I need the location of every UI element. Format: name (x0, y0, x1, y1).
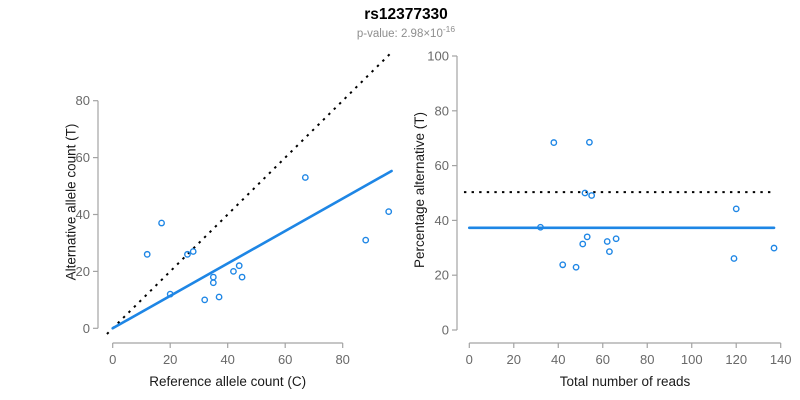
lines-layer (106, 53, 393, 335)
data-point (209, 273, 217, 281)
left-y-axis-title: Alternative allele count (T) (64, 124, 79, 281)
right-scatter-plot: 0 20 40 60 80 100 120 140 0 20 40 60 80 100 (427, 49, 791, 368)
data-point (581, 189, 589, 197)
y-tick-label: 20 (435, 268, 449, 283)
p-value-subtitle: p-value: 2.98×10-16 (357, 24, 456, 40)
data-point (301, 174, 309, 181)
left-x-axis-title: Reference allele count (C) (149, 374, 306, 389)
data-point (235, 262, 243, 270)
data-point (603, 238, 611, 245)
x-tick-label: 100 (681, 352, 703, 367)
data-point (537, 223, 544, 231)
data-point (166, 290, 174, 298)
y-tick-label: 80 (76, 93, 90, 108)
left-scatter-plot: 0 20 40 60 80 0 20 40 60 80 (76, 53, 393, 367)
data-point (209, 279, 217, 287)
p-value-text: p-value: 2.98×10 (357, 28, 443, 40)
data-point (730, 255, 738, 262)
x-tick-label: 140 (770, 352, 792, 367)
right-y-axis-title: Percentage alternative (T) (412, 112, 427, 268)
x-tick-label: 0 (466, 352, 473, 367)
y-tick-label: 0 (442, 323, 449, 338)
x-tick-label: 40 (220, 352, 234, 367)
y-tick-label: 60 (435, 158, 449, 173)
y-tick-label: 20 (76, 264, 90, 279)
data-point (189, 248, 197, 255)
y-tick-label: 40 (435, 213, 449, 228)
data-point (770, 244, 778, 252)
data-point (143, 250, 151, 258)
data-point (385, 208, 393, 216)
page-title: rs12377330 (364, 6, 448, 23)
x-tick-label: 20 (163, 352, 177, 367)
y-tick-label: 80 (435, 103, 449, 118)
data-point (550, 139, 558, 146)
y-tick-label: 100 (427, 49, 449, 64)
y-tick-label: 60 (76, 150, 90, 165)
x-tick-label: 0 (109, 352, 116, 367)
fit-line (111, 169, 393, 330)
data-point (579, 240, 587, 248)
x-tick-label: 80 (640, 352, 654, 367)
data-point (158, 219, 165, 227)
points-layer (143, 174, 393, 304)
points-layer (537, 138, 778, 271)
data-point (559, 261, 567, 269)
y-tick-label: 40 (76, 207, 90, 222)
data-point (583, 233, 591, 241)
p-value-exponent: -16 (443, 24, 456, 34)
lines-layer (463, 191, 776, 230)
x-tick-label: 20 (507, 352, 521, 367)
right-x-axis-title: Total number of reads (560, 374, 691, 389)
data-point (588, 192, 596, 199)
x-tick-label: 60 (278, 352, 292, 367)
x-tick-label: 40 (551, 352, 565, 367)
x-tick-label: 60 (596, 352, 610, 367)
data-point (230, 267, 237, 275)
data-point (362, 236, 370, 244)
data-point (606, 248, 613, 256)
data-point (201, 296, 209, 304)
x-tick-label: 80 (335, 352, 349, 367)
data-point (184, 250, 191, 258)
y-tick-label: 0 (83, 321, 90, 336)
data-point (572, 263, 580, 271)
data-point (215, 293, 223, 301)
data-point (732, 205, 740, 213)
x-tick-label: 120 (725, 352, 747, 367)
data-point (586, 138, 593, 146)
data-point (238, 273, 246, 281)
identity-line (106, 53, 393, 335)
data-point (612, 235, 620, 243)
